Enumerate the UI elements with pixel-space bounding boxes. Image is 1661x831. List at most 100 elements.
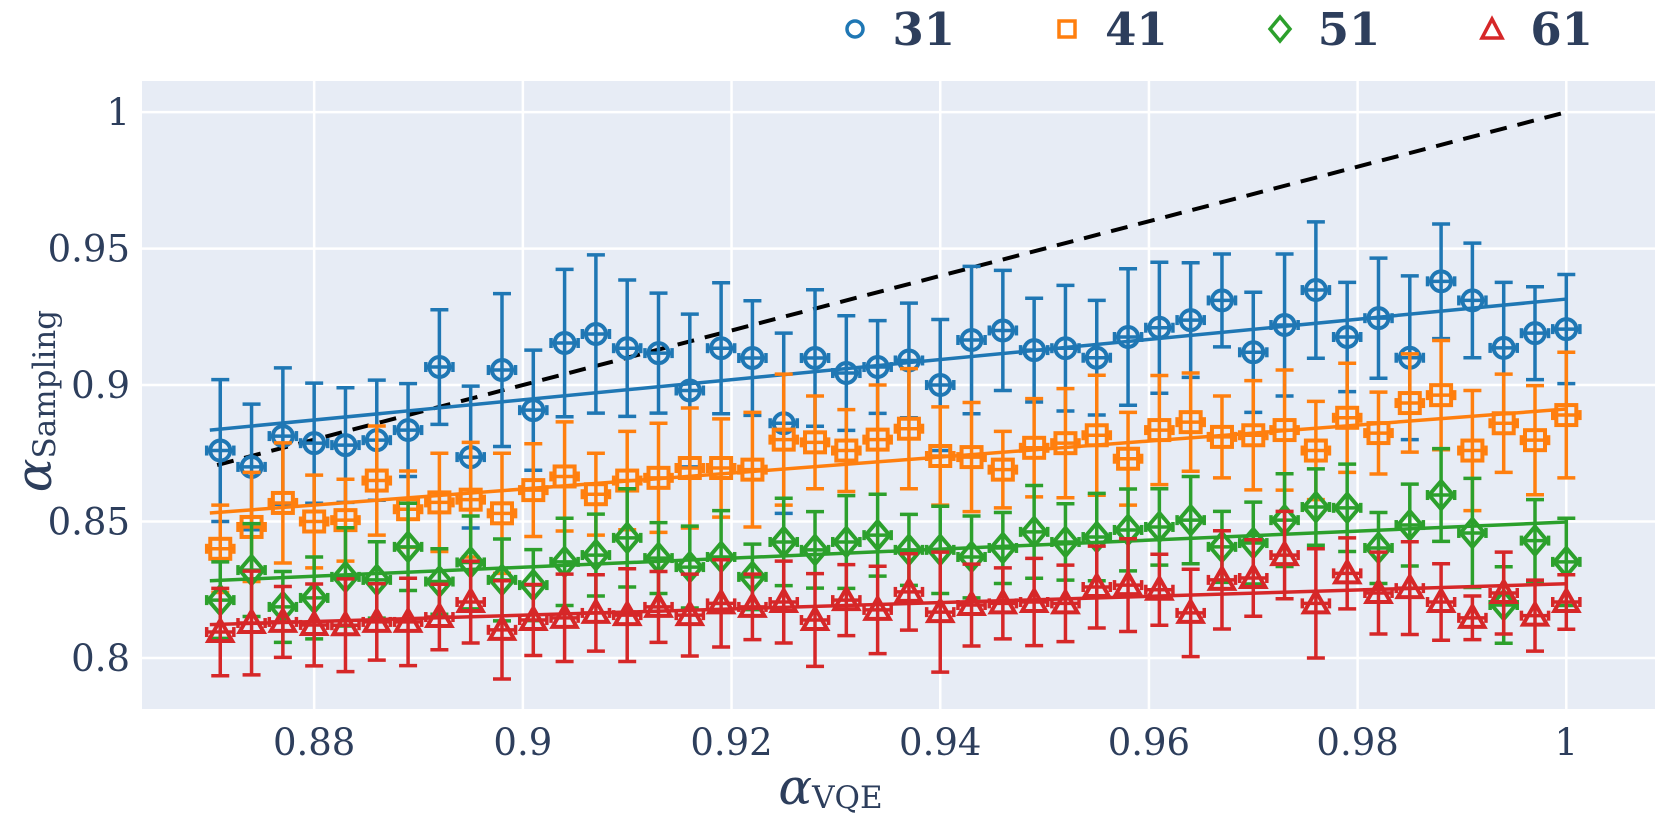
data-point [1519,383,1551,497]
triangle-marker [1269,539,1301,567]
legend-label: 41 [1105,2,1168,56]
triangle-marker [768,585,800,614]
data-point [1206,529,1238,631]
circle-marker [865,355,890,380]
data-point [392,501,424,593]
data-point [1144,373,1175,487]
data-point [1331,361,1363,475]
square-marker [1241,423,1266,448]
diamond-marker [1267,14,1293,44]
triangle-marker [1300,587,1332,615]
triangle-marker [1081,570,1113,599]
data-point [987,429,1019,510]
square-marker [1491,411,1516,436]
data-point [361,581,393,662]
square-marker [1209,424,1234,449]
circle-marker [302,431,327,456]
circle-marker [615,336,640,361]
triangle-marker [893,575,925,603]
data-point [768,559,800,645]
y-axis-label: αSampling [5,231,63,571]
data-point [1456,594,1488,642]
circle-marker [1209,288,1234,313]
triangle-marker [1488,576,1520,605]
data-point [267,584,299,660]
circle-marker [677,378,702,403]
x-tick-label: 0.88 [273,721,355,764]
diamond-marker [800,532,830,567]
circle-marker [1303,278,1328,303]
square-marker [583,482,608,507]
data-point [455,559,487,645]
diamond-marker [1144,509,1174,545]
data-point [298,582,330,668]
diamond-marker [1301,489,1331,525]
triangle-marker [1237,561,1269,589]
circle-marker [552,331,577,356]
data-point [1363,550,1394,636]
data-point [1331,536,1363,611]
triangle-marker [1018,585,1050,614]
square-marker [990,457,1015,482]
data-point [1175,371,1206,474]
circle-marker [834,361,859,386]
triangle-marker [830,584,862,612]
circle-marker [990,318,1015,343]
triangle-marker [1550,585,1582,614]
circle-marker [1022,338,1047,363]
data-point [1144,260,1175,395]
data-point [298,473,330,570]
x-tick-label: 0.94 [899,721,981,764]
triangle-marker [1425,585,1457,614]
square-marker [1147,418,1172,443]
circle-marker [333,433,358,458]
diamond-marker [1457,515,1488,551]
data-point [1488,550,1520,636]
square-marker [740,457,765,482]
triangle-marker [455,585,487,614]
x-axis-label: αVQE [0,758,1661,816]
data-point [893,366,925,491]
data-point [1394,352,1426,454]
circle-marker [521,398,546,423]
data-point [392,381,424,479]
data-point [1394,539,1426,637]
triangle-marker [1143,573,1175,601]
y-tick-label: 0.85 [48,501,130,544]
diamond-marker [1332,490,1362,525]
data-point [705,417,737,519]
data-point [1175,261,1206,380]
data-point [736,572,768,642]
legend-entry-31: 31 [837,7,955,52]
triangle-marker [204,616,236,644]
triangle-marker [517,603,549,632]
square-marker [865,427,890,452]
circle-marker [1178,308,1203,333]
triangle-marker [799,603,831,632]
triangle-marker [298,608,330,636]
triangle-marker [267,605,299,633]
circle-marker [740,346,765,371]
diamond-marker [1176,503,1206,538]
data-point [1488,372,1520,475]
diamond-marker [1520,523,1550,558]
data-point [1237,538,1269,618]
data-point [1519,497,1551,584]
triangle-marker [1175,596,1207,624]
square-marker [1303,438,1328,463]
data-point [1144,486,1175,567]
circle-marker [709,336,734,361]
data-point [674,572,706,658]
circle-marker [1366,306,1391,331]
circle-marker [396,418,421,443]
circle-marker [803,346,828,371]
triangle-marker [1394,572,1426,600]
data-point [1300,467,1332,547]
data-point [956,562,987,648]
data-point [580,253,612,415]
triangle-marker [1519,599,1551,627]
square-marker [834,438,859,463]
square-marker [1523,428,1548,453]
alpha-symbol: α [778,758,813,816]
data-point [956,400,987,514]
